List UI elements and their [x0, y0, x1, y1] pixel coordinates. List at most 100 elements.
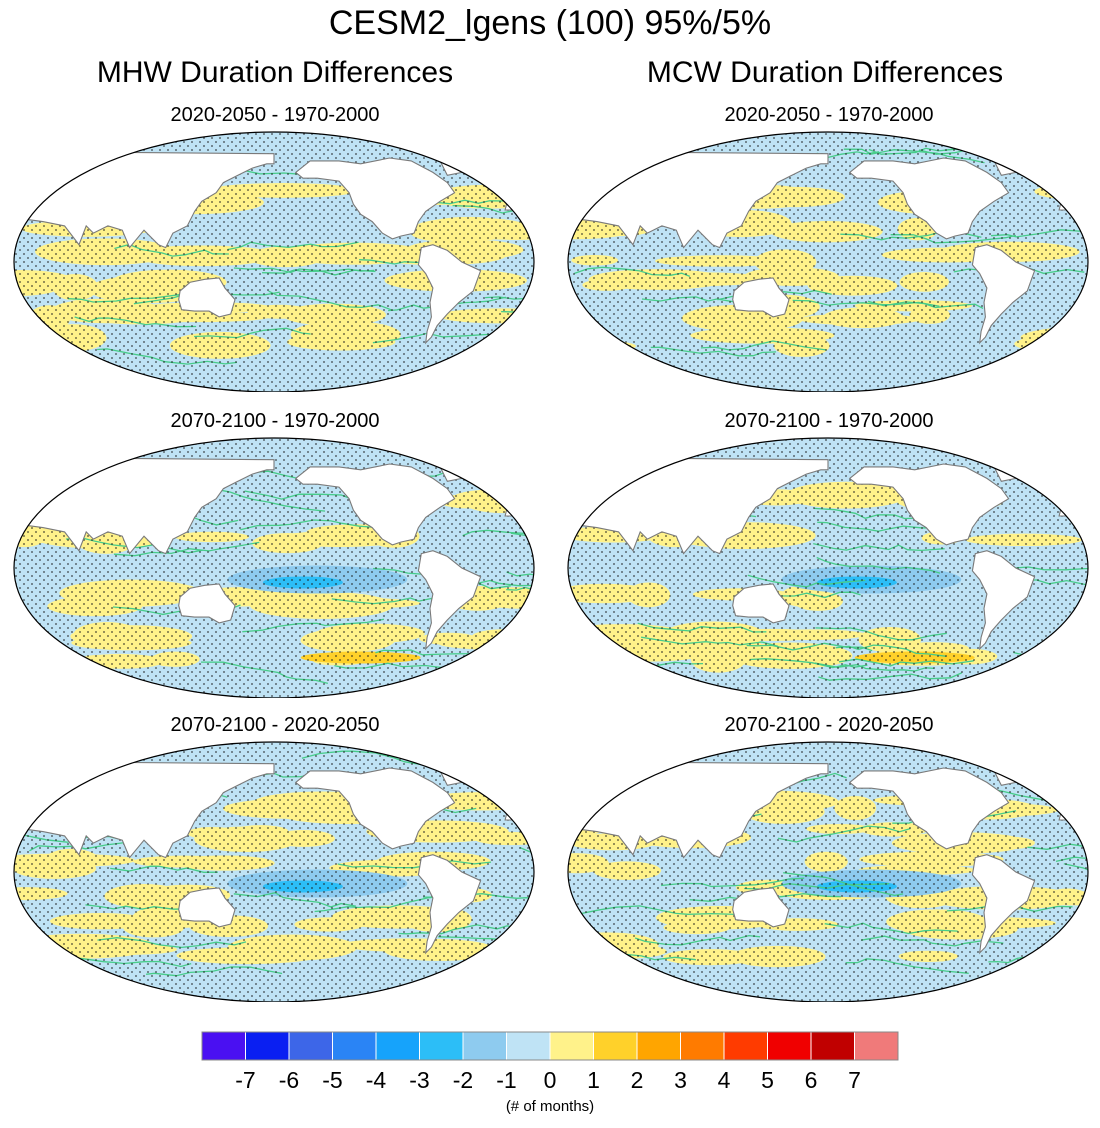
positive-anomaly-region: [14, 637, 66, 662]
map-border: [13, 741, 535, 1002]
colorbar-tick-label: 6: [804, 1067, 818, 1093]
colorbar-swatch: [245, 1031, 290, 1061]
landmass: [501, 466, 534, 517]
colorbar-swatch: [462, 1031, 507, 1061]
panel-title: 2020-2050 - 1970-2000: [170, 104, 380, 126]
landmass: [732, 277, 790, 318]
colorbar-swatch: [810, 1031, 855, 1061]
contour-line: [507, 329, 534, 340]
landmass: [178, 887, 236, 928]
colorbar-units: (# of months): [505, 1098, 595, 1115]
colorbar-tick-label: 5: [761, 1067, 774, 1093]
colorbar-swatch: [767, 1031, 812, 1061]
colorbar-tick-label: -6: [278, 1067, 300, 1093]
column-title-mhw: MHW Duration Differences: [96, 56, 454, 89]
map-panel-mhw-1: 2020-2050 - 1970-2000: [10, 104, 540, 394]
colorbar-swatch: [636, 1031, 681, 1061]
landmass: [178, 583, 236, 624]
landmass: [971, 244, 1036, 345]
landmass: [993, 753, 1053, 786]
colorbar-tick-label: 1: [587, 1067, 600, 1093]
figure-title: CESM2_lgens (100) 95%/5%: [328, 4, 772, 42]
landmass: [417, 550, 482, 651]
world-map: [567, 437, 1089, 698]
colorbar-tick-label: 3: [674, 1067, 687, 1093]
landmass: [294, 767, 456, 850]
colorbar-tick-label: -7: [235, 1067, 256, 1093]
landmass: [993, 143, 1053, 176]
map-panel-mcw-2: 2070-2100 - 1970-2000: [564, 410, 1094, 700]
positive-anomaly-region: [584, 643, 627, 667]
contour-line: [1029, 343, 1088, 355]
landmass: [294, 463, 456, 546]
panel-title: 2070-2100 - 2020-2050: [170, 714, 380, 736]
world-map: [13, 131, 535, 392]
landmass: [294, 157, 456, 240]
colorbar-tick-label: 0: [543, 1067, 557, 1093]
contour-line: [508, 648, 534, 657]
landmass: [417, 854, 482, 955]
colorbar-swatch: [419, 1031, 464, 1061]
colorbar-tick-label: 7: [848, 1067, 861, 1093]
contour-line: [1069, 144, 1088, 156]
map-border: [567, 741, 1089, 1002]
panel-title: 2070-2100 - 2020-2050: [724, 714, 934, 736]
landmass: [848, 463, 1010, 546]
landmass: [501, 770, 534, 821]
colorbar-swatch: [680, 1031, 725, 1061]
contour-line: [1071, 955, 1088, 968]
landmass: [568, 454, 829, 555]
landmass: [14, 454, 275, 555]
positive-anomaly-region: [477, 647, 523, 666]
map-panel-mcw-3: 2070-2100 - 2020-2050: [564, 714, 1094, 1004]
landmass: [848, 767, 1010, 850]
colorbar-swatch: [854, 1031, 899, 1061]
colorbar-swatch: [288, 1031, 333, 1061]
landmass: [848, 157, 1010, 240]
panel-title: 2070-2100 - 1970-2000: [724, 410, 934, 432]
positive-anomaly-region: [14, 326, 58, 347]
landmass: [732, 887, 790, 928]
panel-title: 2070-2100 - 1970-2000: [170, 410, 380, 432]
landmass: [417, 244, 482, 345]
landmass: [439, 143, 499, 176]
landmass: [971, 854, 1036, 955]
contour-line: [459, 773, 534, 786]
contour-line: [1019, 139, 1088, 155]
contour-line: [1080, 340, 1088, 348]
contour-line: [535, 882, 540, 888]
landmass: [1055, 160, 1088, 211]
map-border: [13, 131, 535, 392]
colorbar-swatch: [506, 1031, 551, 1061]
colorbar-tick-label: -5: [322, 1067, 343, 1093]
map-panel-mhw-3: 2070-2100 - 2020-2050: [10, 714, 540, 1004]
world-map: [567, 131, 1089, 392]
map-panel-mcw-1: 2020-2050 - 1970-2000: [564, 104, 1094, 394]
contour-line: [494, 762, 534, 769]
world-map: [13, 437, 535, 698]
world-map: [567, 741, 1089, 1002]
colorbar-tick-label: 4: [717, 1067, 731, 1093]
column-title-mcw: MCW Duration Differences: [646, 56, 1004, 89]
contour-line: [1016, 665, 1088, 688]
map-border: [567, 437, 1089, 698]
colorbar-swatch: [201, 1031, 246, 1061]
colorbar-swatch: [375, 1031, 420, 1061]
contour-line: [518, 200, 534, 212]
colorbar-tick-label: -2: [452, 1067, 474, 1093]
map-border: [567, 131, 1089, 392]
landmass: [568, 758, 829, 859]
landmass: [1055, 466, 1088, 517]
landmass: [14, 148, 275, 249]
map-border: [13, 437, 535, 698]
landmass: [732, 583, 790, 624]
colorbar-swatch: [332, 1031, 377, 1061]
colorbar: [201, 1031, 899, 1061]
landmass: [993, 449, 1053, 482]
colorbar-tick-label: 2: [630, 1067, 644, 1093]
map-panel-mhw-2: 2070-2100 - 1970-2000: [10, 410, 540, 700]
world-map: [13, 741, 540, 1002]
landmass: [568, 148, 829, 249]
colorbar-tick-label: -4: [365, 1067, 387, 1093]
colorbar-swatch: [723, 1031, 768, 1061]
